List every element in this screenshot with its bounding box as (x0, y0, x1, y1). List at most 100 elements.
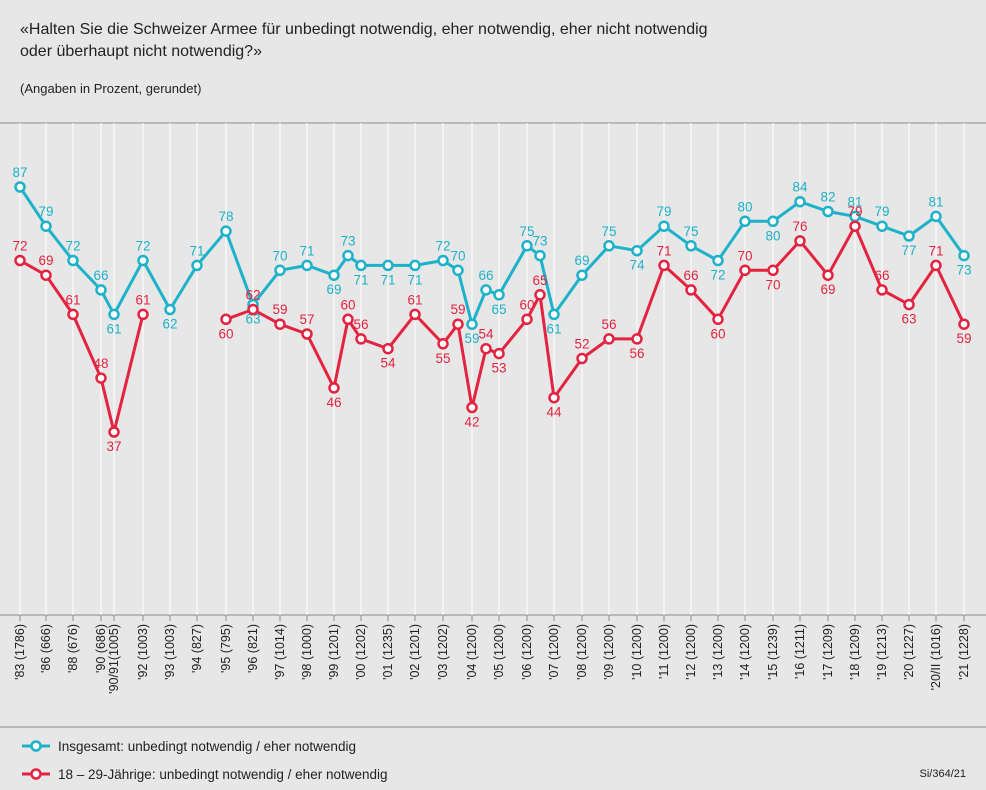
data-label: 63 (901, 312, 916, 327)
point (534, 289, 546, 301)
point (437, 338, 449, 350)
data-label: 75 (683, 224, 698, 239)
x-tick-label: '17 (1209) (821, 624, 835, 680)
point (822, 269, 834, 281)
data-label: 81 (847, 194, 862, 209)
data-label: 60 (519, 297, 534, 312)
point (67, 254, 79, 267)
x-tick-label: '97 (1014) (273, 624, 287, 680)
point (355, 259, 367, 272)
point (712, 254, 724, 267)
data-label: 59 (272, 302, 287, 317)
point (191, 259, 203, 272)
data-label: 70 (450, 248, 465, 263)
point (437, 254, 449, 267)
data-label: 66 (478, 268, 493, 283)
point (576, 269, 588, 281)
data-label: 72 (65, 239, 80, 254)
data-label: 54 (478, 327, 494, 342)
point (452, 264, 464, 277)
point (342, 313, 354, 326)
x-tick-label: '16 (1211) (793, 624, 807, 679)
data-label: 69 (820, 282, 835, 297)
data-label: 56 (629, 346, 644, 361)
data-label: 56 (353, 317, 368, 332)
data-label: 63 (245, 312, 260, 327)
point (40, 220, 52, 232)
data-label: 71 (353, 272, 368, 287)
x-tick-label: '15 (1239) (766, 624, 780, 680)
data-label: 70 (765, 277, 780, 292)
point (958, 318, 970, 330)
point (328, 382, 340, 394)
data-label: 56 (601, 317, 616, 332)
data-label: 87 (12, 165, 27, 180)
point (685, 284, 697, 296)
data-label: 66 (93, 268, 108, 283)
point (67, 308, 79, 321)
point (40, 269, 52, 281)
point (301, 259, 313, 272)
data-label: 53 (491, 361, 506, 376)
x-tick-label: '08 (1200) (575, 624, 589, 680)
point (493, 347, 505, 360)
x-tick-label: '88 (676) (66, 624, 80, 673)
point (794, 235, 806, 247)
data-label: 59 (956, 331, 971, 346)
point (274, 264, 286, 277)
data-label: 73 (532, 234, 547, 249)
point (548, 308, 560, 321)
data-label: 54 (380, 356, 396, 371)
x-tick-label: '86 (666) (39, 624, 53, 673)
point (712, 313, 724, 326)
x-tick-label: '18 (1209) (848, 624, 862, 680)
point (493, 289, 505, 301)
data-label: 66 (683, 268, 698, 283)
x-tick-label: '04 (1200) (465, 624, 479, 680)
data-label: 65 (532, 273, 547, 288)
data-label: 71 (656, 243, 671, 258)
data-label: 79 (874, 204, 889, 219)
data-label: 61 (135, 292, 150, 307)
data-label: 73 (340, 234, 355, 249)
chart-title: oder überhaupt nicht notwendig?» (20, 43, 262, 60)
data-label: 61 (65, 292, 80, 307)
x-tick-label: '03 (1202) (436, 624, 450, 680)
point (108, 426, 120, 438)
x-tick-label: '14 (1200) (738, 624, 752, 680)
data-label: 84 (792, 180, 808, 195)
point (466, 318, 478, 330)
point (220, 225, 232, 237)
point (137, 308, 149, 321)
x-tick-label: '93 (1003) (163, 624, 177, 680)
point (409, 308, 421, 321)
data-label: 72 (435, 239, 450, 254)
x-tick-label: '98 (1000) (300, 624, 314, 680)
data-label: 62 (245, 288, 260, 303)
point (301, 328, 313, 340)
x-tick-label: '09 (1200) (602, 624, 616, 680)
x-tick-label: '01 (1235) (381, 624, 395, 680)
point (903, 230, 915, 242)
data-label: 46 (326, 395, 341, 410)
x-tick-label: '83 (1786) (13, 624, 27, 680)
point (382, 259, 394, 272)
data-label: 71 (407, 272, 422, 287)
data-label: 70 (737, 248, 752, 263)
data-label: 71 (189, 243, 204, 258)
point (822, 205, 834, 218)
x-tick-label: '07 (1200) (547, 624, 561, 680)
data-label: 61 (106, 321, 121, 336)
x-tick-label: '06 (1200) (520, 624, 534, 680)
data-label: 42 (464, 415, 479, 430)
data-label: 37 (106, 439, 121, 454)
point (95, 372, 107, 384)
source: Si/364/21 (920, 768, 966, 780)
data-label: 66 (874, 268, 889, 283)
x-tick-label: '95 (795) (219, 624, 233, 673)
data-label: 59 (464, 331, 479, 346)
point (355, 333, 367, 345)
data-label: 52 (574, 337, 589, 352)
